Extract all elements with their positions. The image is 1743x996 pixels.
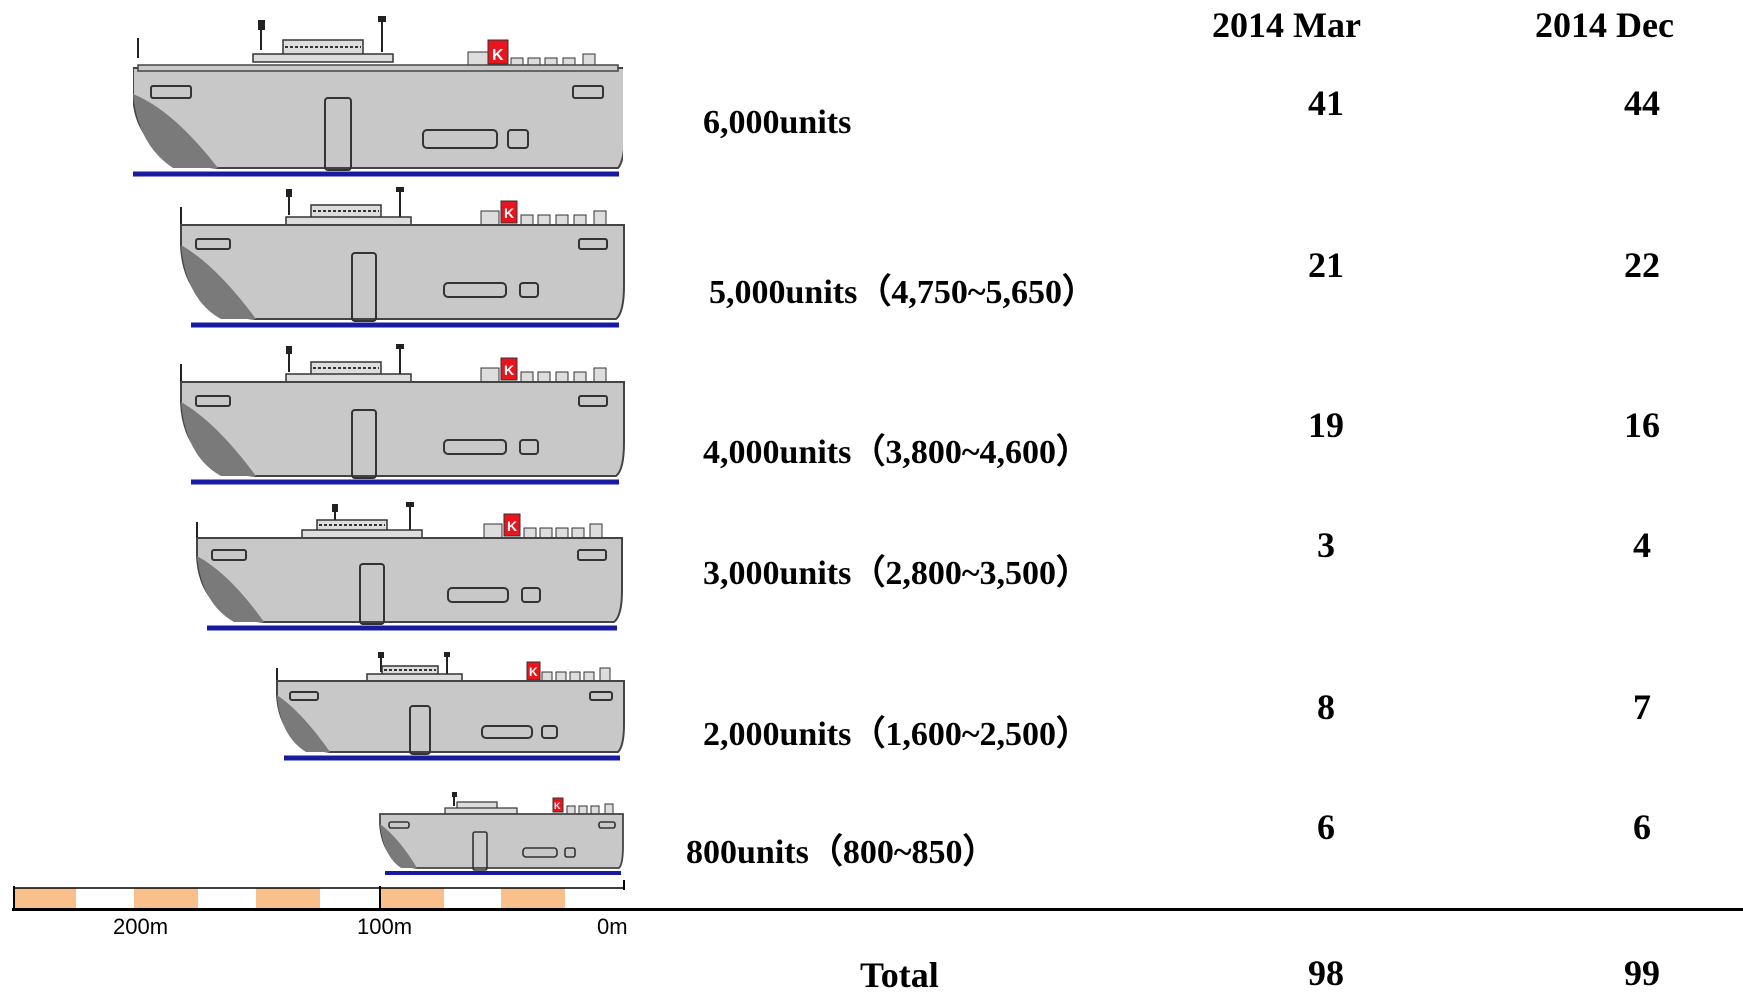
- ship-label-3000: 3,000units（2,800~3,500）: [703, 555, 1090, 592]
- ship-5000-mar: 21: [1308, 245, 1344, 285]
- funnel-mark: K: [492, 47, 504, 64]
- total-mar: 98: [1308, 953, 1344, 993]
- svg-text:K: K: [554, 801, 561, 811]
- scale-bar: [13, 880, 625, 908]
- header-2014-dec: 2014 Dec: [1535, 5, 1674, 45]
- ship-2000-mar: 8: [1317, 687, 1335, 727]
- total-divider: [12, 908, 1743, 911]
- ship-3000-mar: 3: [1317, 525, 1335, 565]
- scale-label-100m: 100m: [357, 914, 413, 939]
- ship-5000-icon: K: [180, 187, 625, 328]
- scale-label-0m: 0m: [597, 914, 628, 939]
- ship-label-800: 800units（800~850）: [686, 834, 997, 871]
- svg-text:K: K: [504, 205, 514, 221]
- ship-4000-dec: 16: [1624, 405, 1660, 445]
- ship-6000-icon: K: [133, 16, 623, 177]
- svg-text:K: K: [507, 518, 517, 534]
- total-label: Total: [860, 955, 939, 995]
- ship-4000-mar: 19: [1308, 405, 1344, 445]
- svg-text:K: K: [504, 362, 514, 378]
- header-2014-mar: 2014 Mar: [1212, 5, 1361, 45]
- ship-label-5000: 5,000units（4,750~5,650）: [709, 274, 1096, 311]
- ship-label-2000: 2,000units（1,600~2,500）: [703, 716, 1090, 753]
- ship-label-6000: 6,000units: [703, 104, 852, 141]
- ship-5000-dec: 22: [1624, 245, 1660, 285]
- ship-800-mar: 6: [1317, 807, 1335, 847]
- ship-3000-dec: 4: [1633, 525, 1651, 565]
- ship-4000-icon: K: [180, 344, 625, 485]
- ship-label-4000: 4,000units（3,800~4,600）: [703, 434, 1090, 471]
- ship-2000-icon: K: [276, 652, 625, 761]
- ship-800-dec: 6: [1633, 807, 1651, 847]
- ship-2000-dec: 7: [1633, 687, 1651, 727]
- ship-6000-dec: 44: [1624, 83, 1660, 123]
- svg-text:K: K: [529, 665, 538, 679]
- ship-6000-mar: 41: [1308, 83, 1344, 123]
- ship-3000-icon: K: [196, 502, 623, 631]
- scale-label-200m: 200m: [113, 914, 169, 939]
- total-dec: 99: [1624, 953, 1660, 993]
- ship-800-icon: K: [379, 792, 624, 875]
